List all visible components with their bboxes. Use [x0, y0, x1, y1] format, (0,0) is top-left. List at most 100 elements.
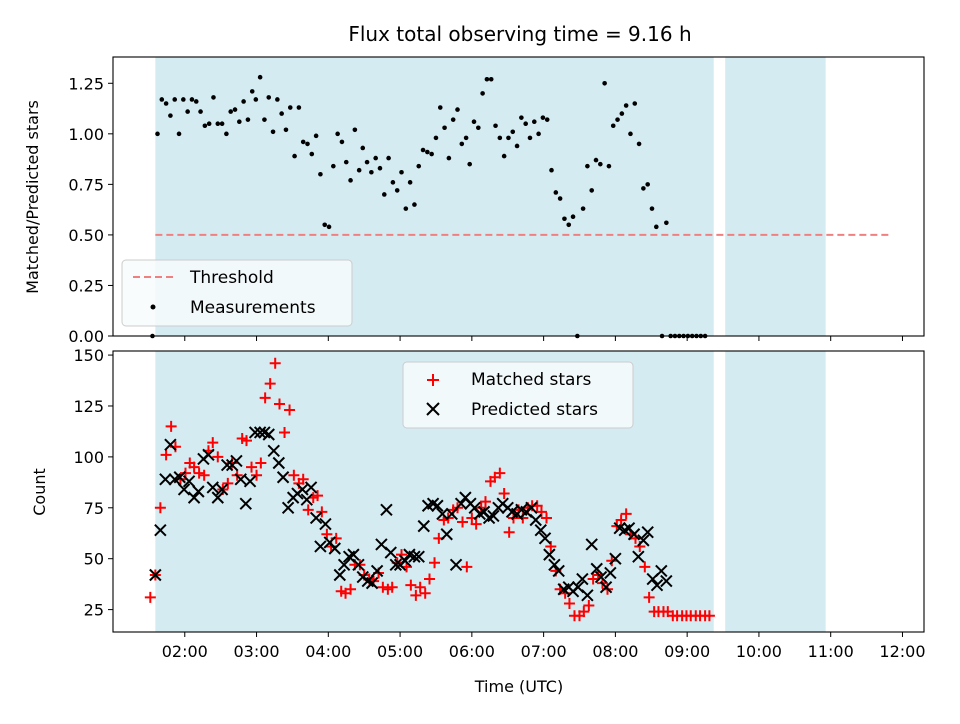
measurement-point: [455, 107, 460, 112]
predicted-star-point: [552, 564, 565, 578]
measurement-point: [602, 80, 607, 86]
measurement-point: [322, 222, 328, 228]
predicted-star-point: [173, 471, 186, 484]
predicted-star-point: [352, 558, 365, 572]
measurement-point: [566, 222, 572, 228]
top-y-tick-label: 0.00: [68, 327, 104, 346]
predicted-star-point: [182, 475, 196, 488]
measurement-point: [237, 119, 242, 124]
predicted-star-point: [239, 497, 252, 510]
top-y-tick-label: 0.75: [68, 175, 104, 194]
measurement-point: [649, 206, 655, 211]
predicted-star-point: [211, 491, 224, 504]
measurement-points: [150, 74, 708, 339]
predicted-star-point: [309, 511, 323, 525]
measurement-point: [514, 143, 520, 149]
predicted-star-point: [431, 499, 444, 512]
observing-span-bottom-1: [725, 351, 826, 632]
measurement-point: [172, 97, 178, 102]
measurement-point: [386, 155, 391, 161]
measurement-point: [416, 163, 422, 169]
measurement-point: [253, 97, 259, 102]
measurement-point: [433, 135, 439, 141]
matched-star-point: [414, 581, 426, 593]
count-panel: 25 50 75 100 125 150 02:00 03:00 04:00 05:00 06:0…: [30, 346, 926, 696]
measurement-point: [653, 224, 659, 230]
measurement-point: [241, 99, 246, 104]
count-points: [144, 357, 715, 622]
predicted-star-point: [534, 523, 547, 537]
predicted-star-point: [187, 491, 201, 504]
predicted-star-point: [347, 548, 360, 561]
matched-star-point: [578, 606, 590, 618]
predicted-star-point: [529, 513, 542, 527]
measurement-point: [610, 123, 616, 129]
measurement-point: [275, 97, 280, 102]
legend-predicted-label: Predicted stars: [471, 400, 598, 420]
matched-star-point: [410, 589, 422, 601]
measurement-point: [211, 95, 216, 100]
measurement-point: [394, 188, 400, 193]
predicted-star-point: [543, 548, 556, 561]
measurement-point: [549, 167, 554, 173]
predicted-star-point: [380, 503, 393, 517]
predicted-star-point: [449, 558, 463, 572]
measurement-point: [493, 123, 498, 129]
predicted-star-point: [538, 532, 552, 545]
measurement-point: [615, 117, 620, 122]
predicted-star-point: [590, 562, 603, 576]
x-axis-label: Time (UTC): [474, 677, 563, 696]
matched-star-point: [246, 461, 258, 473]
measurement-point: [287, 105, 293, 110]
matched-star-point: [264, 378, 276, 390]
measurement-point: [606, 163, 612, 169]
measurement-point: [155, 131, 160, 137]
measurement-point: [593, 157, 599, 163]
matched-star-point: [377, 581, 389, 593]
predicted-star-point: [436, 507, 449, 521]
measurement-point: [219, 121, 225, 127]
measurement-point: [484, 76, 490, 82]
predicted-star-point: [581, 589, 594, 602]
measurement-point: [266, 95, 272, 100]
measurement-point: [360, 145, 366, 151]
measurement-point: [369, 169, 374, 175]
matched-star-point: [386, 581, 398, 593]
measurement-point: [527, 135, 533, 141]
predicted-star-point: [192, 485, 205, 498]
top-legend-box: [121, 259, 353, 327]
predicted-star-point: [627, 528, 641, 541]
predicted-star-point: [417, 519, 430, 533]
measurement-point: [641, 186, 646, 191]
matched-star-point: [498, 488, 510, 500]
measurement-point: [373, 155, 378, 161]
predicted-star-point: [398, 554, 412, 567]
measurement-point: [228, 109, 234, 114]
predicted-star-point: [319, 517, 332, 531]
matched-star-point: [479, 496, 491, 508]
measurement-point: [326, 224, 332, 230]
matched-star-point: [563, 597, 575, 609]
measurement-point: [497, 135, 503, 141]
predicted-star-point: [412, 550, 425, 563]
measurement-point: [510, 129, 516, 135]
measurement-point: [283, 127, 289, 133]
matched-star-point: [240, 435, 252, 447]
matched-star-point: [345, 583, 357, 595]
matched-star-point: [316, 506, 328, 518]
measurement-point: [202, 123, 208, 129]
matched-star-point: [494, 467, 506, 479]
measurement-point: [185, 109, 190, 114]
measurement-point: [450, 117, 456, 122]
matched-star-point: [470, 518, 482, 530]
x-tick-label: 06:00: [449, 642, 495, 661]
measurement-point: [589, 188, 595, 193]
matched-star-point: [457, 516, 469, 528]
measurement-point: [570, 214, 576, 220]
measurement-point: [544, 117, 550, 122]
matched-star-point: [160, 449, 172, 461]
matched-star-point: [297, 473, 309, 485]
matched-star-point: [461, 561, 473, 573]
measurement-point: [257, 74, 263, 80]
predicted-star-point: [276, 471, 290, 484]
